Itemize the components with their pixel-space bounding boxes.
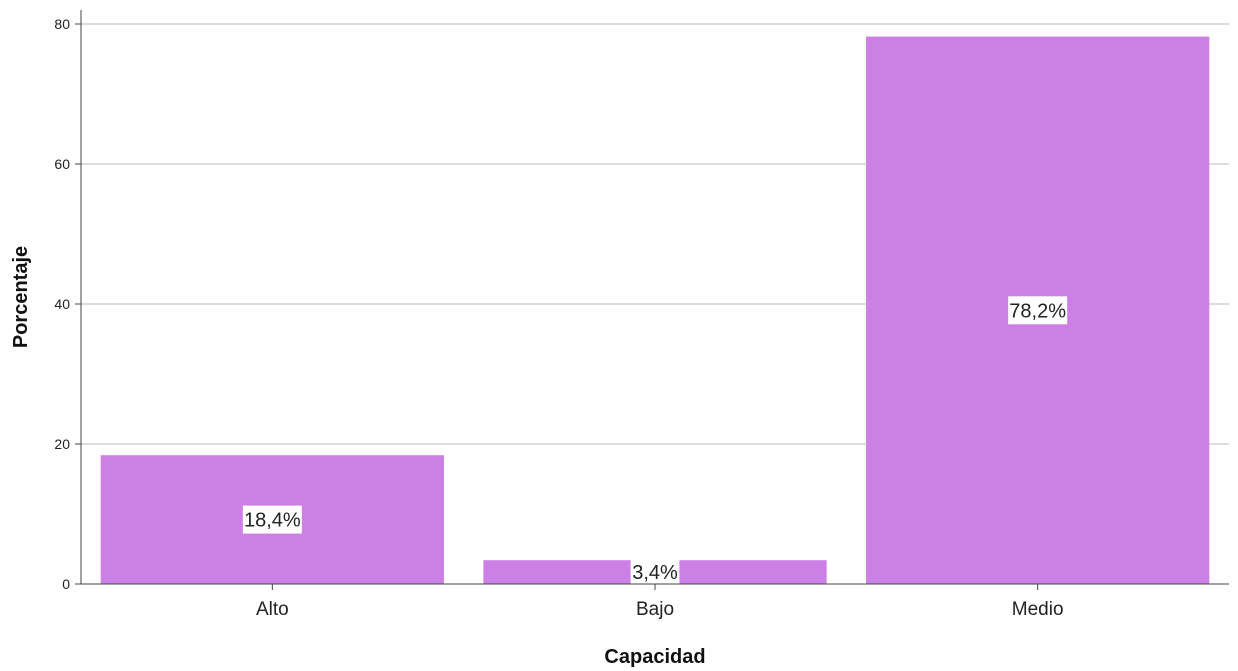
x-category-label-medio: Medio [1012,599,1064,620]
y-tick-label: 0 [62,576,70,592]
y-tick-label: 20 [54,436,70,452]
data-label-alto: 18,4% [244,510,301,532]
data-labels: 18,4% 3,4% 78,2% [242,296,1068,587]
y-axis-title: Porcentaje [10,246,32,348]
x-axis-categories: Alto Bajo Medio [256,584,1064,620]
x-category-label-alto: Alto [256,599,289,620]
data-label-box [630,558,680,587]
x-category-label-bajo: Bajo [636,599,674,620]
y-tick-label: 60 [54,156,70,172]
y-tick-label: 80 [54,16,70,32]
y-axis-ticks: 0 20 40 60 80 [54,16,81,592]
data-label-medio: 78,2% [1009,300,1066,322]
bars [100,36,1210,585]
data-label-box [1008,296,1068,325]
data-label-box [242,505,302,534]
x-axis-title: Capacidad [604,646,705,668]
y-tick-label: 40 [54,296,70,312]
data-label-bajo: 3,4% [632,562,678,584]
